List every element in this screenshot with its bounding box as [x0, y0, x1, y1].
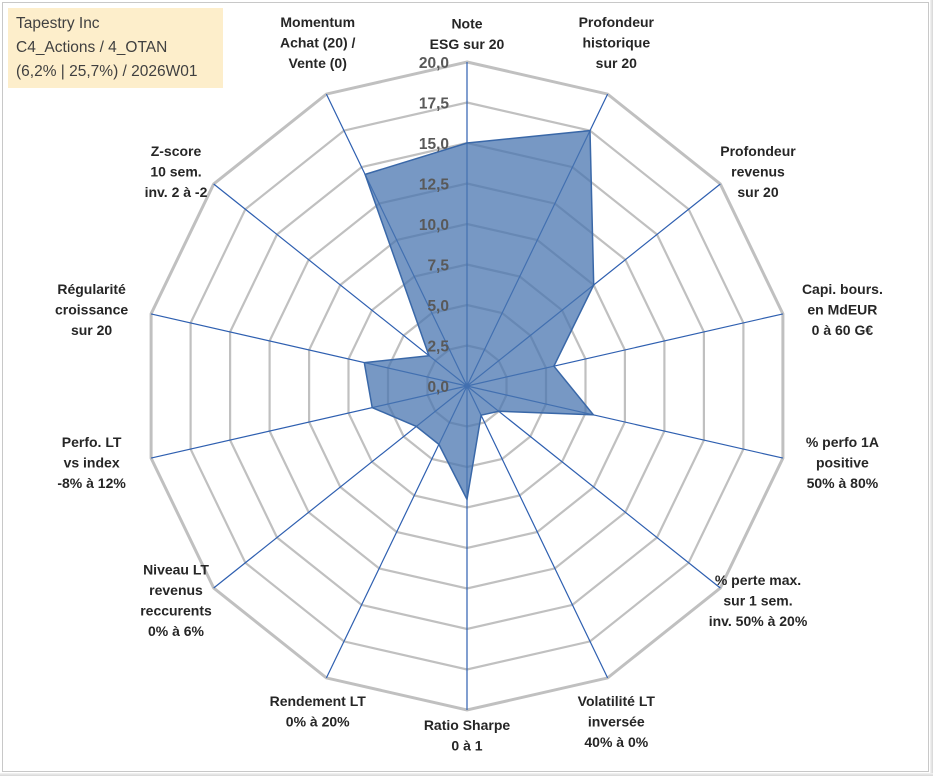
axis-label-line: Profondeur: [579, 14, 655, 30]
tick-label: 5,0: [427, 298, 449, 315]
radar-tick-labels: 0,0 2,5 5,0 7,5 10,0 12,5 15,0 17,5 20,0: [419, 55, 450, 396]
axis-label: Momentum Achat (20) / Vente (0): [280, 14, 356, 71]
tick-label: 12,5: [419, 177, 450, 194]
axis-label-line: sur 20: [596, 55, 637, 71]
axis-label: % perfo 1A positive 50% à 80%: [806, 434, 879, 491]
axis-label-line: Volatilité LT: [578, 693, 656, 709]
axis-label-line: sur 20: [71, 322, 112, 338]
axis-label: % perte max. sur 1 sem. inv. 50% à 20%: [709, 572, 808, 629]
frame-shadow-bottom: [0, 773, 933, 776]
axis-spoke: [466, 385, 609, 679]
axis-label: Ratio Sharpe 0 à 1: [424, 717, 511, 754]
axis-label: Note ESG sur 20: [430, 16, 505, 53]
axis-label-line: revenus: [731, 164, 785, 180]
tick-label: 0,0: [427, 379, 449, 396]
axis-spoke: [466, 385, 721, 589]
axis-label-line: sur 1 sem.: [723, 593, 792, 609]
tick-label: 15,0: [419, 136, 449, 153]
axis-label-line: 0% à 20%: [286, 713, 350, 729]
axis-label-line: Régularité: [57, 281, 126, 297]
company-name: Tapestry Inc: [16, 15, 100, 32]
axis-label-line: positive: [816, 455, 869, 471]
axis-label-line: Note: [451, 16, 482, 32]
axis-label-line: Z-score: [151, 143, 202, 159]
axis-label-line: ESG sur 20: [430, 36, 505, 52]
tick-label: 17,5: [419, 96, 450, 113]
axis-label-line: Profondeur: [720, 143, 796, 159]
axis-label-line: vs index: [64, 455, 120, 471]
axis-label-line: 0% à 6%: [148, 623, 205, 639]
tick-label: 7,5: [427, 258, 449, 275]
axis-label-line: historique: [582, 35, 650, 51]
axis-label: Profondeur historique sur 20: [579, 14, 655, 71]
axis-label-line: Achat (20) /: [280, 35, 356, 51]
axis-label-line: sur 20: [737, 184, 778, 200]
radar-axis-labels: Note ESG sur 20 Profondeur historique sur 20…: [55, 14, 883, 753]
axis-label: Perfo. LT vs index -8% à 12%: [57, 434, 126, 491]
axis-label-line: inv. 50% à 20%: [709, 613, 808, 629]
axis-label-line: Rendement LT: [270, 693, 367, 709]
axis-label-line: % perte max.: [715, 572, 801, 588]
axis-label-line: Niveau LT: [143, 562, 209, 578]
portfolio-name: C4_Actions / 4_OTAN: [16, 39, 168, 56]
axis-label-line: inversée: [588, 713, 645, 729]
axis-label: Profondeur revenus sur 20: [720, 143, 796, 200]
axis-label-line: en MdEUR: [807, 302, 877, 318]
axis-label: Z-score 10 sem. inv. 2 à -2: [145, 143, 208, 200]
axis-label: Niveau LT revenus reccurents 0% à 6%: [140, 562, 212, 640]
axis-label-line: -8% à 12%: [57, 475, 126, 491]
axis-label-line: 50% à 80%: [807, 475, 879, 491]
tick-label: 10,0: [419, 217, 449, 234]
axis-label-line: 0 à 60 G€: [812, 322, 874, 338]
frame-shadow-right: [930, 0, 933, 776]
axis-spoke: [213, 183, 468, 387]
axis-label: Volatilité LT inversée 40% à 0%: [578, 693, 656, 750]
axis-label-line: 10 sem.: [150, 164, 201, 180]
series-area: [363, 129, 596, 502]
axis-label-line: Ratio Sharpe: [424, 717, 511, 733]
axis-label-line: Vente (0): [289, 55, 347, 71]
axis-label-line: Momentum: [280, 14, 355, 30]
axis-label-line: croissance: [55, 302, 128, 318]
axis-label-line: reccurents: [140, 603, 212, 619]
axis-label: Régularité croissance sur 20: [55, 281, 128, 338]
axis-label-line: % perfo 1A: [806, 434, 879, 450]
tick-label: 20,0: [419, 55, 449, 72]
axis-label: Capi. bours. en MdEUR 0 à 60 G€: [802, 281, 883, 338]
axis-label-line: 0 à 1: [451, 738, 482, 754]
axis-label-line: 40% à 0%: [584, 734, 648, 750]
axis-label-line: Perfo. LT: [62, 434, 122, 450]
info-box: Tapestry Inc C4_Actions / 4_OTAN (6,2% |…: [8, 8, 223, 88]
radar-series: [363, 129, 596, 502]
axis-label-line: revenus: [149, 582, 203, 598]
axis-label-line: Capi. bours.: [802, 281, 883, 297]
axis-label: Rendement LT 0% à 20%: [270, 693, 367, 730]
axis-label-line: inv. 2 à -2: [145, 184, 208, 200]
tick-label: 2,5: [427, 339, 449, 356]
performance-stats: (6,2% | 25,7%) / 2026W01: [16, 63, 198, 80]
